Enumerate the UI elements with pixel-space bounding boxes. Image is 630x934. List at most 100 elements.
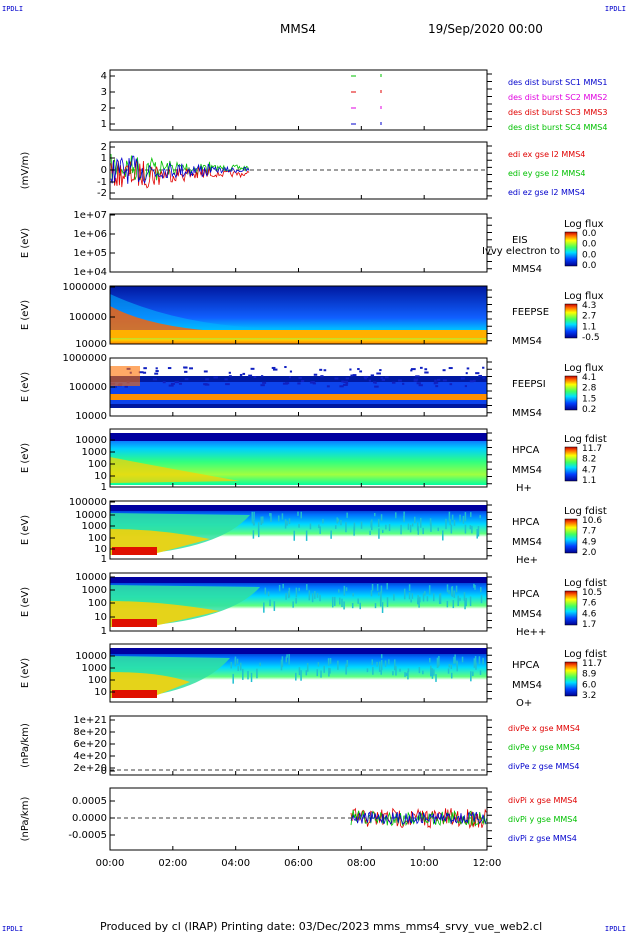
panel-7-colorbar-tick: 7.7 <box>582 527 596 537</box>
x-tick-label: 00:00 <box>96 858 125 869</box>
x-tick-label: 06:00 <box>284 858 313 869</box>
x-tick-label: 04:00 <box>221 858 250 869</box>
panel-5-speckle <box>189 367 193 370</box>
panel-7-speckle <box>260 516 262 525</box>
panel-8-speckle <box>417 600 419 605</box>
panel-8-ytick-label: 100 <box>88 598 107 609</box>
panel-8-ylabel: E (eV) <box>20 587 31 617</box>
x-tick-label: 10:00 <box>410 858 439 869</box>
panel-5-speckle <box>323 369 327 372</box>
panel-5-speckle <box>297 382 301 385</box>
panel-9-speckle <box>478 656 481 665</box>
panel-2-frame <box>109 141 488 200</box>
panel-7-speckle <box>448 511 451 522</box>
panel-7-speckle <box>429 518 432 526</box>
panel-9-speckle <box>380 670 382 675</box>
panel-9-speckle <box>474 656 477 666</box>
panel-3-colorbar-tick: 0.0 <box>582 261 597 271</box>
panel-5-speckle <box>288 376 292 379</box>
panel-5-colorbar-title: Log flux <box>564 363 604 374</box>
corner-label-bl: IPDLI <box>2 925 24 933</box>
panel-8-speckle <box>417 594 419 600</box>
panel-8-ytick-label: 10000 <box>75 572 107 583</box>
panel-11-legend-entry: divPi y gse MMS4 <box>508 815 577 824</box>
panel-8-speckle <box>381 602 384 613</box>
panel-10-ytick-label: 2e+20 <box>73 763 107 774</box>
panel-9-ytick-label: 10000 <box>75 651 107 662</box>
panel-7-speckle <box>451 514 454 520</box>
panel-6-ytick-label: 100 <box>88 459 107 470</box>
panel-5-colorbar <box>564 375 578 411</box>
panel-5-speckle <box>339 385 344 388</box>
panel-8-speckle <box>352 593 354 597</box>
panel-7-colorbar-tick: 4.9 <box>582 537 597 547</box>
panel-7-speckle <box>462 515 465 524</box>
panel-2-legend-entry: edi ez gse l2 MMS4 <box>508 188 585 197</box>
panel-9-speckle <box>236 658 239 664</box>
panel-9-speckle <box>429 658 431 663</box>
panel-5-speckle <box>376 372 381 375</box>
panel-7-ytick-label: 10 <box>94 544 107 555</box>
panel-8-spacecraft: MMS4 <box>512 609 542 620</box>
panel-9-speckle <box>242 668 244 680</box>
panel-9-speckle <box>298 667 301 676</box>
panel-9-speckle <box>436 657 439 668</box>
panel-9-speckle <box>404 672 406 677</box>
panel-5-speckle <box>433 382 437 385</box>
panel-7-speckle <box>286 521 288 526</box>
panel-9-speckle <box>470 671 472 682</box>
panel-7-speckle <box>353 526 355 536</box>
panel-5-speckle <box>170 382 175 385</box>
date-title: 19/Sep/2020 00:00 <box>428 22 543 36</box>
panel-9-speckle <box>407 671 409 680</box>
panel-5-speckle <box>352 374 357 377</box>
panel-3-ytick-label: 1e+06 <box>73 229 107 240</box>
panel-9-speckle <box>461 656 464 663</box>
panel-2-ylabel: (mV/m) <box>20 152 31 190</box>
panel-3-colorbar <box>564 231 578 267</box>
panel-9-speckle <box>259 662 261 667</box>
panel-8-speckle <box>341 598 343 608</box>
panel-7-speckle <box>300 511 302 519</box>
panel-5-speckle <box>320 375 324 378</box>
panel-5-speckle <box>391 381 396 384</box>
panel-5-speckle <box>239 373 243 376</box>
panel-7-speckle <box>414 516 416 524</box>
panel-1-legend-entry: des dist burst SC3 MMS3 <box>508 108 607 117</box>
panel-5-speckle <box>205 378 209 381</box>
panel-5-speckle <box>326 385 330 388</box>
panel-5-speckle <box>155 370 159 373</box>
panel-5-speckle <box>424 371 429 374</box>
panel-5-speckle <box>374 385 379 388</box>
panel-8-species: He++ <box>516 627 546 638</box>
panel-5-speckle <box>342 383 348 386</box>
panel-9-speckle <box>394 659 396 671</box>
panel-9-speckle <box>422 670 424 675</box>
panel-7-colorbar-tick: 2.0 <box>582 548 597 558</box>
panel-6-instrument: HPCA <box>512 445 540 456</box>
panel-7-speckle <box>477 526 480 537</box>
panel-5-speckle <box>410 368 416 371</box>
panel-9-colorbar-tick: 11.7 <box>582 659 602 669</box>
panel-6-ytick-label: 10000 <box>75 435 107 446</box>
panel-9-speckle <box>395 666 397 676</box>
panel-3-colorbar-tick: 0.0 <box>582 240 597 250</box>
panel-4-colorbar-title: Log flux <box>564 291 604 302</box>
panel-5-speckle <box>482 366 485 369</box>
panel-9-ylabel: E (eV) <box>20 658 31 688</box>
panel-8-heatmap-band <box>110 577 487 583</box>
panel-8-speckle <box>311 593 314 603</box>
panel-9-speckle <box>316 669 319 677</box>
panel-5-speckle <box>416 382 421 385</box>
panel-5-speckle <box>384 376 389 379</box>
panel-5-speckle <box>359 370 363 373</box>
panel-9-speckle <box>435 674 437 682</box>
panel-7-speckle <box>270 513 272 522</box>
panel-6-colorbar-tick: 11.7 <box>582 444 602 454</box>
panel-7-speckle <box>340 520 342 526</box>
panel-4-ytick-label: 1000000 <box>62 282 107 293</box>
panel-7-speckle <box>471 525 473 534</box>
panel-5-speckle <box>418 384 423 387</box>
panel-8-speckle <box>377 592 380 596</box>
mission-title: MMS4 <box>280 22 316 36</box>
